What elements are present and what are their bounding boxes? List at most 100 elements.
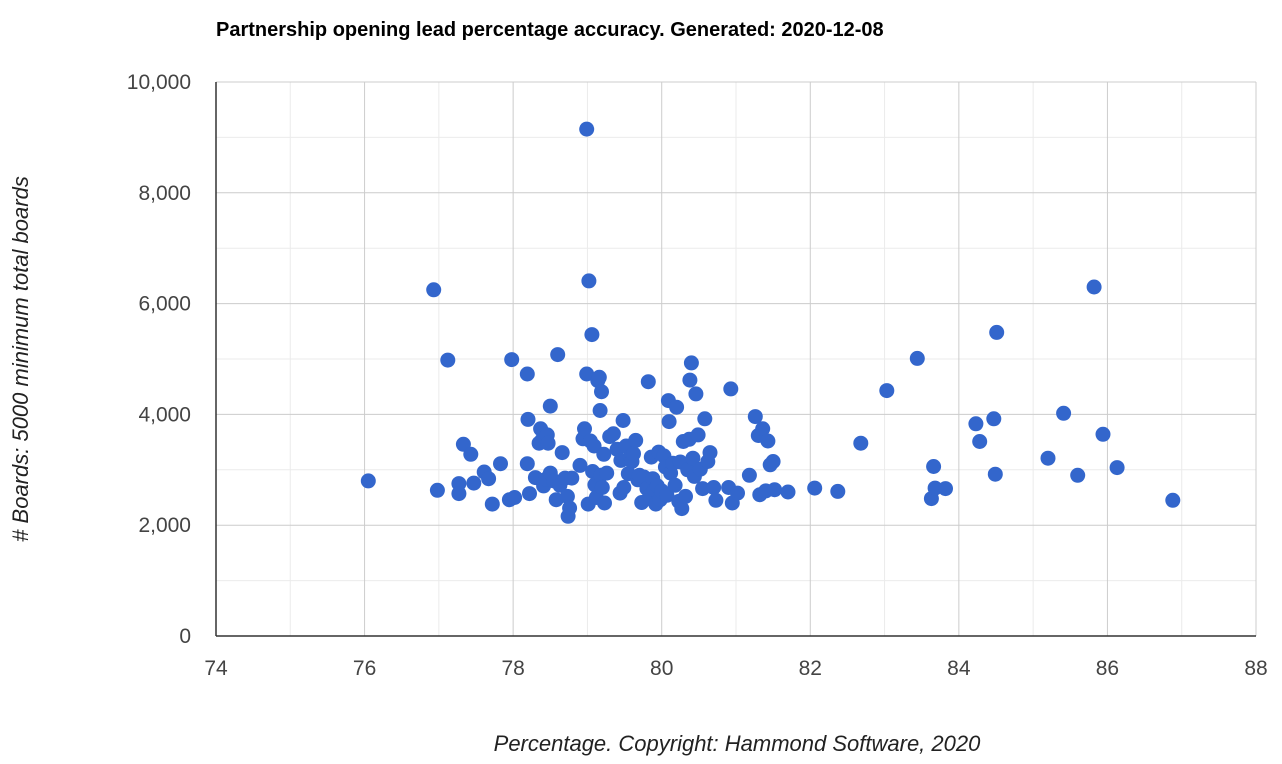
- data-point: [674, 501, 690, 517]
- data-point: [562, 500, 578, 516]
- data-point: [780, 484, 796, 500]
- data-point: [879, 383, 895, 399]
- data-point: [706, 480, 722, 495]
- x-tick-label: 86: [1096, 657, 1119, 680]
- data-point: [522, 486, 537, 502]
- chart-tick-labels: 74 76 78 80 82 84 86 88 0 2,000 4,000 6,000 8,000 10,…: [127, 71, 1268, 680]
- data-point: [1040, 450, 1056, 466]
- data-point: [767, 482, 783, 498]
- data-point: [616, 480, 632, 495]
- data-point: [926, 459, 942, 474]
- data-point: [579, 121, 595, 137]
- y-tick-label: 2,000: [138, 514, 191, 537]
- data-point: [591, 369, 607, 385]
- data-point: [540, 435, 556, 451]
- data-point: [519, 366, 535, 382]
- data-point: [972, 434, 988, 449]
- data-point: [519, 456, 535, 472]
- data-point: [577, 421, 592, 437]
- data-point: [360, 473, 376, 489]
- data-point: [678, 488, 693, 504]
- data-point: [755, 421, 771, 437]
- y-tick-label: 6,000: [138, 293, 191, 316]
- chart-title: Partnership opening lead percentage accu…: [216, 19, 884, 41]
- data-point: [683, 355, 699, 371]
- data-point: [909, 350, 925, 366]
- data-point: [626, 446, 641, 462]
- data-point: [507, 490, 523, 505]
- data-point: [853, 435, 869, 451]
- y-axis-title: # Boards: 5000 minimum total boards: [8, 176, 33, 542]
- data-point: [542, 398, 558, 414]
- x-tick-label: 80: [650, 657, 673, 680]
- x-tick-label: 76: [353, 657, 376, 680]
- x-tick-label: 78: [501, 657, 524, 680]
- data-point: [690, 427, 706, 443]
- chart-data-points: [360, 121, 1181, 524]
- data-point: [463, 446, 479, 462]
- data-point: [559, 488, 575, 504]
- data-point: [730, 485, 745, 501]
- data-point: [669, 399, 685, 415]
- data-point: [594, 480, 610, 495]
- data-point: [429, 482, 445, 498]
- data-point: [723, 381, 739, 397]
- data-point: [550, 347, 566, 363]
- data-point: [697, 411, 713, 427]
- y-tick-label: 8,000: [138, 182, 191, 205]
- data-point: [989, 324, 1005, 340]
- data-point: [986, 411, 1002, 427]
- data-point: [581, 273, 597, 289]
- data-point: [440, 352, 456, 368]
- data-point: [504, 352, 520, 368]
- x-tick-label: 82: [799, 657, 822, 680]
- data-point: [1109, 460, 1125, 476]
- chart-gridlines: [216, 81, 1257, 636]
- data-point: [554, 445, 570, 461]
- data-point: [640, 374, 656, 390]
- data-point: [1165, 492, 1181, 508]
- data-point: [667, 477, 683, 493]
- data-point: [747, 409, 763, 425]
- data-point: [807, 480, 823, 496]
- data-point: [1086, 279, 1102, 295]
- data-point: [628, 432, 644, 448]
- y-tick-label: 0: [179, 625, 191, 648]
- data-point: [1070, 467, 1086, 483]
- data-point: [594, 384, 609, 400]
- x-tick-label: 88: [1244, 657, 1267, 680]
- data-point: [1095, 426, 1111, 442]
- data-point: [702, 445, 718, 461]
- data-point: [451, 486, 467, 502]
- data-point: [484, 496, 500, 512]
- data-point: [741, 467, 757, 483]
- data-point: [830, 483, 846, 499]
- data-point: [661, 414, 677, 430]
- data-point: [708, 492, 724, 508]
- data-point: [599, 465, 615, 481]
- data-point: [685, 450, 701, 466]
- data-point: [968, 416, 984, 432]
- data-point: [592, 403, 608, 418]
- data-point: [1056, 405, 1072, 421]
- data-point: [493, 456, 508, 472]
- y-tick-label: 4,000: [138, 403, 191, 426]
- data-point: [605, 426, 621, 442]
- y-tick-label: 10,000: [127, 71, 191, 94]
- data-point: [426, 282, 442, 298]
- data-point: [579, 366, 595, 382]
- data-point: [572, 457, 588, 473]
- data-point: [938, 481, 953, 497]
- data-point: [987, 466, 1003, 482]
- data-point: [597, 495, 612, 511]
- x-axis-title: Percentage. Copyright: Hammond Software,…: [494, 731, 981, 756]
- data-point: [596, 446, 612, 462]
- data-point: [481, 471, 497, 487]
- data-point: [695, 481, 711, 497]
- chart-axes: [215, 82, 1256, 637]
- data-point: [760, 433, 776, 449]
- data-point: [615, 413, 631, 428]
- data-point: [520, 411, 536, 427]
- x-tick-label: 84: [947, 657, 971, 680]
